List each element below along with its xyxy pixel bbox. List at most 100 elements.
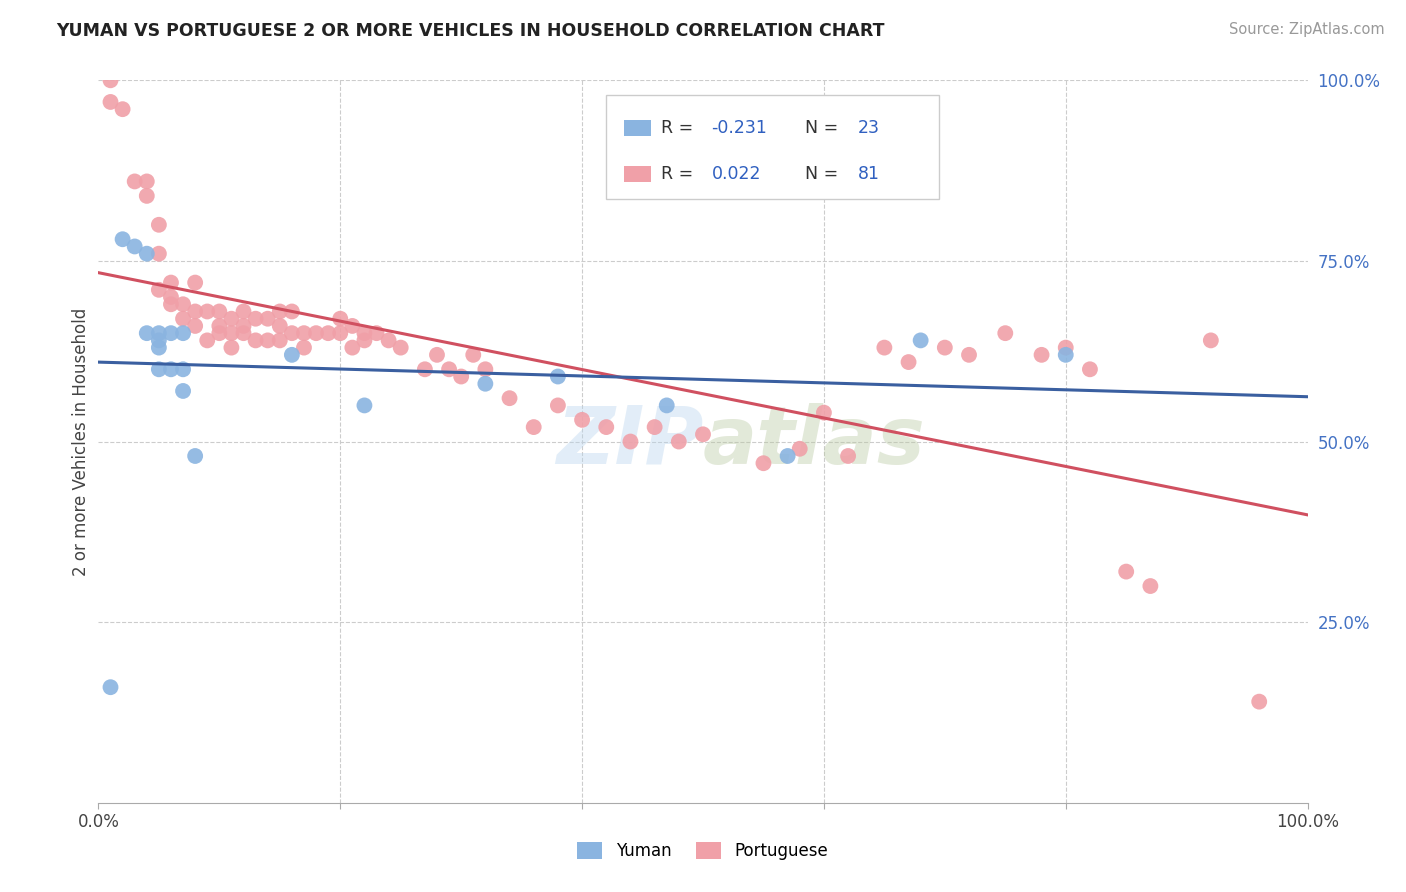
- Point: [281, 326, 304, 340]
- Point: [100, 680, 122, 694]
- Point: [160, 297, 183, 311]
- Point: [426, 348, 449, 362]
- Point: [135, 246, 157, 260]
- Text: N =: N =: [793, 119, 844, 136]
- Point: [232, 318, 254, 333]
- Point: [1115, 565, 1137, 579]
- Point: [837, 449, 859, 463]
- Point: [135, 326, 157, 340]
- Point: [450, 369, 472, 384]
- Point: [292, 326, 315, 340]
- Point: [644, 420, 666, 434]
- Point: [256, 311, 278, 326]
- Point: [873, 341, 896, 355]
- Point: [305, 326, 328, 340]
- Point: [281, 304, 304, 318]
- Point: [135, 174, 157, 188]
- Point: [269, 334, 291, 348]
- Point: [655, 398, 678, 412]
- Point: [571, 413, 593, 427]
- Point: [172, 384, 194, 398]
- Point: [160, 362, 183, 376]
- Text: atlas: atlas: [703, 402, 925, 481]
- Point: [195, 334, 218, 348]
- Point: [148, 334, 170, 348]
- Point: [1078, 362, 1101, 376]
- Point: [498, 391, 520, 405]
- Point: [413, 362, 436, 376]
- Text: R =: R =: [661, 119, 699, 136]
- Point: [776, 449, 799, 463]
- Point: [934, 341, 956, 355]
- Point: [245, 334, 267, 348]
- Point: [1054, 348, 1077, 362]
- Point: [172, 326, 194, 340]
- Point: [124, 174, 146, 188]
- Point: [366, 326, 388, 340]
- Text: 81: 81: [858, 165, 880, 184]
- Point: [389, 341, 412, 355]
- Point: [329, 326, 352, 340]
- Point: [353, 398, 375, 412]
- Point: [111, 102, 134, 116]
- Point: [124, 239, 146, 253]
- Point: [148, 326, 170, 340]
- Text: R =: R =: [661, 165, 699, 184]
- Point: [184, 276, 207, 290]
- Point: [160, 326, 183, 340]
- Y-axis label: 2 or more Vehicles in Household: 2 or more Vehicles in Household: [72, 308, 90, 575]
- FancyBboxPatch shape: [624, 120, 651, 136]
- Point: [668, 434, 690, 449]
- Point: [148, 341, 170, 355]
- Point: [269, 304, 291, 318]
- Point: [316, 326, 339, 340]
- Point: [474, 362, 496, 376]
- Point: [245, 311, 267, 326]
- Point: [148, 218, 170, 232]
- Point: [752, 456, 775, 470]
- Point: [172, 297, 194, 311]
- Point: [1139, 579, 1161, 593]
- Point: [100, 95, 122, 109]
- Text: N =: N =: [793, 165, 844, 184]
- Point: [184, 304, 207, 318]
- Point: [595, 420, 617, 434]
- Text: Source: ZipAtlas.com: Source: ZipAtlas.com: [1229, 22, 1385, 37]
- Point: [232, 326, 254, 340]
- Point: [221, 326, 243, 340]
- Point: [111, 232, 134, 246]
- Point: [1054, 341, 1077, 355]
- Point: [208, 304, 231, 318]
- Point: [160, 290, 183, 304]
- Point: [148, 246, 170, 260]
- Point: [342, 341, 364, 355]
- Text: 23: 23: [858, 119, 880, 136]
- Text: YUMAN VS PORTUGUESE 2 OR MORE VEHICLES IN HOUSEHOLD CORRELATION CHART: YUMAN VS PORTUGUESE 2 OR MORE VEHICLES I…: [56, 22, 884, 40]
- Point: [437, 362, 460, 376]
- Point: [813, 406, 835, 420]
- Text: -0.231: -0.231: [711, 119, 768, 136]
- Point: [353, 326, 375, 340]
- Point: [232, 304, 254, 318]
- Point: [329, 311, 352, 326]
- Point: [172, 311, 194, 326]
- Point: [692, 427, 714, 442]
- Point: [160, 276, 183, 290]
- Point: [1249, 695, 1271, 709]
- FancyBboxPatch shape: [606, 95, 939, 200]
- Point: [256, 334, 278, 348]
- Point: [148, 362, 170, 376]
- Point: [897, 355, 920, 369]
- Point: [184, 318, 207, 333]
- Point: [547, 398, 569, 412]
- Point: [994, 326, 1017, 340]
- Point: [135, 189, 157, 203]
- Point: [957, 348, 980, 362]
- Point: [523, 420, 546, 434]
- Point: [208, 318, 231, 333]
- Point: [377, 334, 399, 348]
- Point: [100, 73, 122, 87]
- Point: [208, 326, 231, 340]
- Point: [148, 283, 170, 297]
- Point: [269, 318, 291, 333]
